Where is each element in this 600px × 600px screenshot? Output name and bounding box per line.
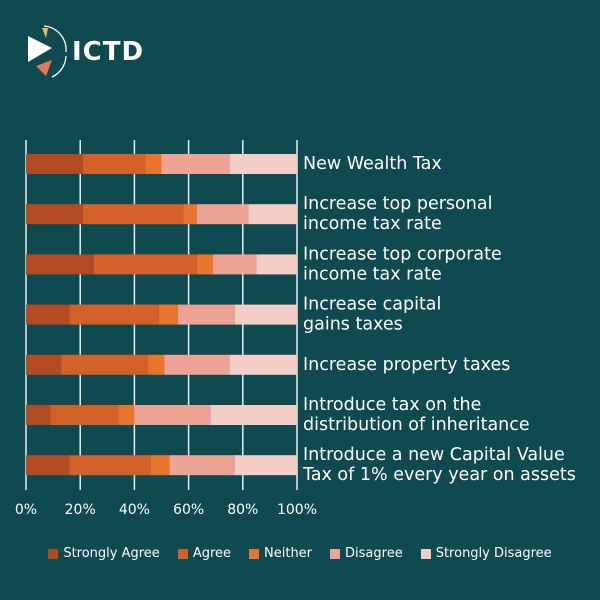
legend-swatch (330, 548, 341, 559)
bar-segment (183, 204, 197, 225)
bar-segment (118, 405, 135, 425)
bar-segment (177, 304, 235, 325)
category-label: New Wealth Tax (303, 154, 442, 174)
bar-segment (134, 405, 211, 425)
bar-segment (26, 405, 51, 425)
bar-segment (210, 405, 297, 425)
ictd-logo: ICTD (22, 22, 144, 82)
category-label: income tax rate (303, 214, 442, 234)
legend-label: Strongly Agree (63, 546, 160, 561)
legend-item: Strongly Disagree (420, 546, 552, 561)
x-tick-label: 60% (173, 502, 204, 518)
x-tick-label: 20% (65, 502, 96, 518)
category-label: Tax of 1% every year on assets (302, 465, 576, 485)
legend-label: Neither (264, 546, 313, 561)
category-label: Introduce a new Capital Value (303, 445, 565, 465)
bar-segment (93, 254, 197, 275)
bar-segment (69, 304, 159, 325)
x-tick-label: 80% (227, 502, 258, 518)
bar-segment (150, 455, 170, 476)
bar-segment (26, 204, 83, 225)
legend-swatch (249, 548, 260, 559)
bar-segment (145, 154, 162, 174)
legend-item: Strongly Agree (48, 546, 160, 561)
legend-label: Agree (192, 546, 232, 561)
chart-legend: Strongly Agree Agree Neither Disagree Strong… (0, 546, 600, 561)
bar-segment (234, 455, 297, 476)
legend-item: Agree (177, 546, 232, 561)
bar-segment (169, 455, 235, 476)
bar-segment (161, 154, 230, 174)
x-tick-label: 100% (277, 502, 317, 518)
ictd-logo-mark-icon (28, 25, 67, 78)
legend-item: Neither (249, 546, 312, 561)
bar-segment (147, 354, 165, 375)
bar-segment (164, 354, 230, 375)
logo-text: ICTD (72, 37, 145, 67)
bar-segment (82, 154, 146, 174)
bar-segment (26, 304, 70, 325)
bar-segment (248, 204, 297, 225)
bar-segment (212, 254, 257, 275)
bar-segment (69, 455, 151, 476)
category-label: Increase top corporate (303, 244, 502, 264)
legend-item: Disagree (330, 546, 403, 561)
bar-segment (26, 154, 83, 174)
legend-label: Disagree (345, 546, 403, 561)
legend-swatch (420, 548, 431, 559)
bar-segment (196, 254, 213, 275)
category-label: Increase property taxes (303, 355, 510, 375)
category-label: gains taxes (303, 315, 403, 335)
bar-segment (26, 254, 94, 275)
bar-segment (196, 204, 249, 225)
bar-segment (26, 354, 62, 375)
legend-swatch (177, 548, 188, 559)
bar-segment (234, 304, 297, 325)
bar-segment (158, 304, 178, 325)
x-tick-label: 40% (119, 502, 150, 518)
category-label: distribution of inheritance (303, 415, 530, 435)
bar-segment (256, 254, 297, 275)
category-label: income tax rate (303, 264, 442, 284)
bar-segment (50, 405, 119, 425)
bar-segment (82, 204, 184, 225)
legend-swatch (48, 548, 59, 559)
category-label: Increase top personal (303, 194, 492, 214)
category-label: Introduce tax on the (303, 395, 481, 415)
bar-segment (61, 354, 148, 375)
x-tick-label: 0% (15, 502, 37, 518)
category-label: Increase capital (303, 295, 441, 315)
bar-segment (229, 154, 297, 174)
bar-segment (26, 455, 70, 476)
legend-label: Strongly Disagree (435, 546, 552, 561)
bar-segment (229, 354, 297, 375)
